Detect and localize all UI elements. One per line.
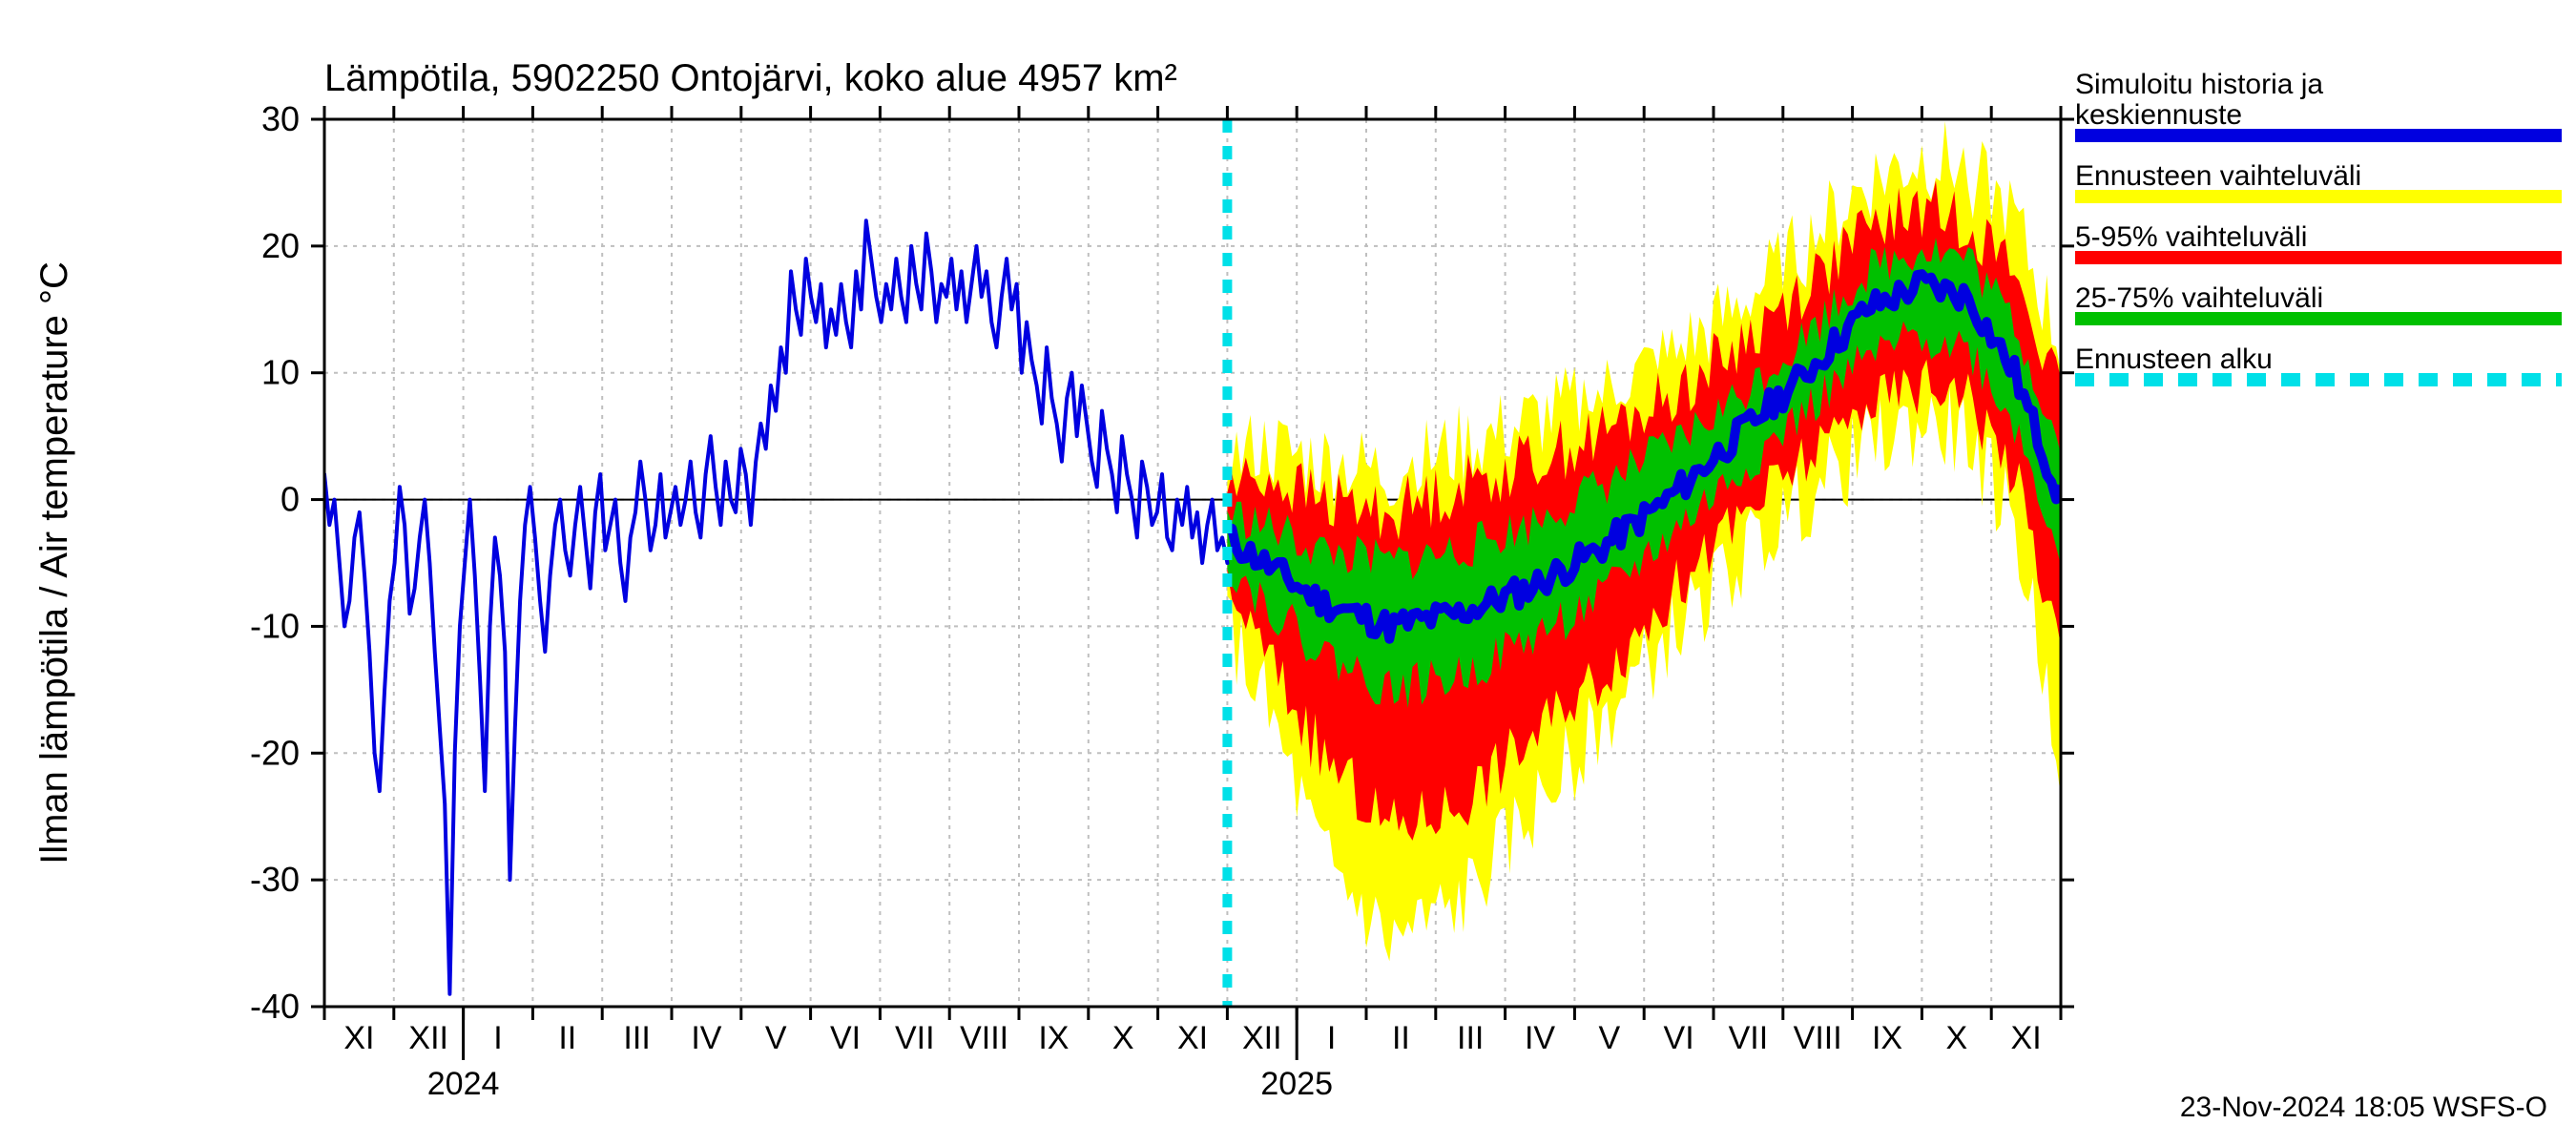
temperature-chart: -40-30-20-100102030XIXIIIIIIIIIVVVIVIIVI… — [0, 0, 2576, 1145]
x-year-label: 2025 — [1260, 1066, 1333, 1102]
x-month-label: VII — [1729, 1020, 1769, 1056]
x-month-label: V — [1598, 1020, 1620, 1056]
legend-swatch — [2075, 312, 2562, 325]
x-month-label: VIII — [960, 1020, 1008, 1056]
legend-label: Simuloitu historia ja — [2075, 69, 2323, 100]
y-tick-label: -10 — [250, 606, 300, 645]
x-month-label: II — [558, 1020, 576, 1056]
x-month-label: XI — [1177, 1020, 1208, 1056]
x-month-label: VIII — [1794, 1020, 1842, 1056]
x-month-label: VII — [895, 1020, 935, 1056]
chart-title: Lämpötila, 5902250 Ontojärvi, koko alue … — [324, 57, 1177, 99]
y-tick-label: 0 — [280, 480, 300, 519]
legend-label: 25-75% vaihteluväli — [2075, 282, 2323, 314]
x-month-label: X — [1945, 1020, 1967, 1056]
y-tick-label: 30 — [261, 99, 300, 138]
x-month-label: III — [623, 1020, 650, 1056]
x-month-label: X — [1112, 1020, 1134, 1056]
x-month-label: XI — [343, 1020, 374, 1056]
x-month-label: VI — [830, 1020, 861, 1056]
legend-label: Ennusteen alku — [2075, 344, 2273, 375]
x-month-label: I — [1327, 1020, 1336, 1056]
x-month-label: IX — [1038, 1020, 1069, 1056]
legend-swatch — [2075, 129, 2562, 142]
legend-label: keskiennuste — [2075, 99, 2242, 131]
y-tick-label: -30 — [250, 860, 300, 899]
legend-swatch — [2075, 190, 2562, 203]
x-month-label: III — [1457, 1020, 1484, 1056]
chart-footer: 23-Nov-2024 18:05 WSFS-O — [2180, 1092, 2547, 1123]
y-tick-label: -20 — [250, 733, 300, 772]
legend-label: Ennusteen vaihteluväli — [2075, 160, 2361, 192]
x-month-label: II — [1392, 1020, 1410, 1056]
x-month-label: IV — [691, 1020, 721, 1056]
x-month-label: XII — [408, 1020, 448, 1056]
y-tick-label: 10 — [261, 353, 300, 392]
legend-label: 5-95% vaihteluväli — [2075, 221, 2307, 253]
x-month-label: XI — [2011, 1020, 2042, 1056]
x-month-label: IX — [1872, 1020, 1902, 1056]
legend-swatch — [2075, 251, 2562, 264]
y-axis-label: Ilman lämpötila / Air temperature °C — [33, 261, 75, 864]
x-month-label: IV — [1525, 1020, 1555, 1056]
x-month-label: XII — [1242, 1020, 1282, 1056]
y-tick-label: 20 — [261, 226, 300, 265]
x-month-label: I — [493, 1020, 502, 1056]
y-tick-label: -40 — [250, 987, 300, 1026]
x-month-label: VI — [1664, 1020, 1694, 1056]
x-month-label: V — [765, 1020, 787, 1056]
x-year-label: 2024 — [427, 1066, 500, 1102]
